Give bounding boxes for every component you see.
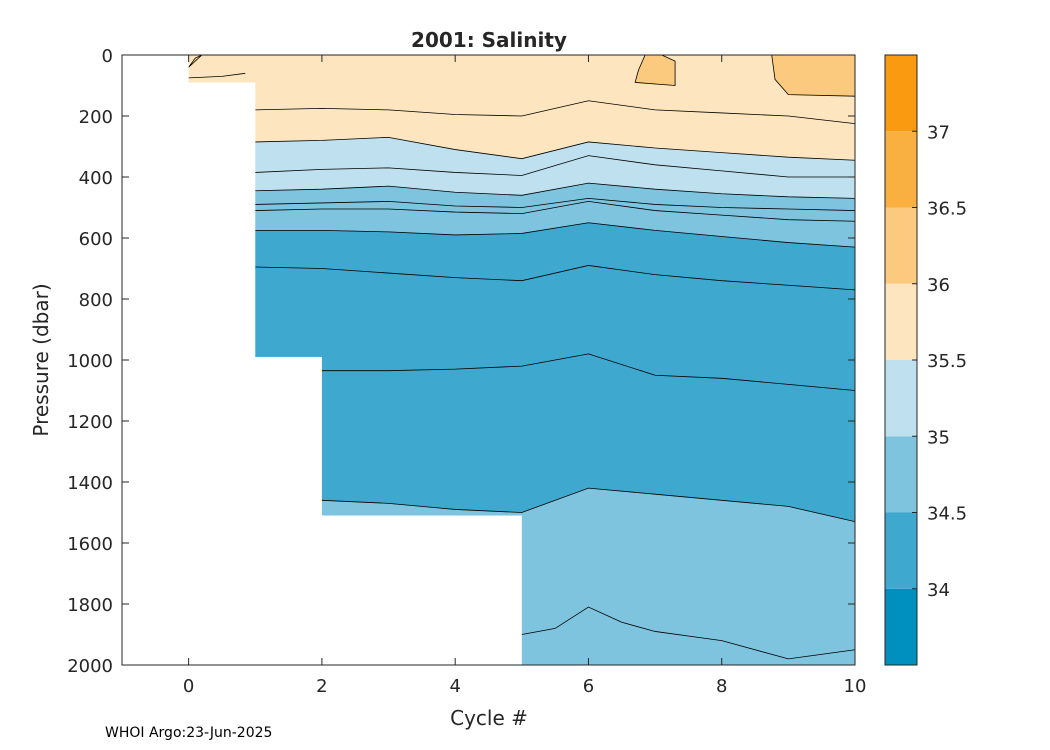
colorbar-segment-7: [885, 55, 917, 132]
missing-region-3: [321, 515, 522, 665]
missing-region-0: [122, 55, 189, 665]
contour-line-7: [255, 265, 856, 291]
colorbar-tick-label-2: 35: [927, 427, 950, 448]
colorbar-segment-0: [885, 588, 917, 665]
colorbar-segment-6: [885, 131, 917, 208]
contour-line-9: [321, 487, 856, 523]
colorbar-segment-5: [885, 207, 917, 284]
contour-line-1: [255, 136, 856, 161]
contour-line-5: [255, 200, 856, 222]
band-shallow-cycle0: [188, 55, 256, 83]
contour-line-2: [255, 155, 855, 178]
y-tick-label-0: 0: [102, 46, 113, 67]
x-tick-label-3: 6: [583, 676, 594, 697]
x-axis-label: Cycle #: [450, 706, 528, 730]
missing-region-1: [188, 82, 256, 665]
band-3: [255, 222, 856, 522]
y-tick-label-5: 1000: [67, 351, 113, 372]
colorbar-tick-label-6: 37: [927, 122, 950, 143]
colorbar-segment-4: [885, 283, 917, 360]
x-tick-label-2: 4: [449, 676, 460, 697]
closed-contour-1: [771, 54, 856, 97]
colorbar-segment-1: [885, 512, 917, 589]
axes: 0 2 4 6 8 10 0 200 400 600 800 1000 1200 1400 1600 1800…: [67, 46, 866, 697]
y-tick-label-3: 600: [79, 229, 113, 250]
contour-line-6: [255, 222, 856, 248]
y-tick-label-9: 1800: [67, 595, 113, 616]
contour-line-0: [255, 100, 856, 125]
chart-title: 2001: Salinity: [411, 28, 567, 52]
y-tick-label-8: 1600: [67, 534, 113, 555]
salinity-bands: [188, 54, 856, 666]
y-tick-label-2: 400: [79, 168, 113, 189]
y-tick-label-7: 1400: [67, 473, 113, 494]
colorbar: 34 34.5 35 35.5 36 36.5 37: [884, 54, 967, 666]
x-tick-label-4: 8: [716, 676, 727, 697]
contour-line-3: [255, 182, 856, 199]
x-tick-label-1: 2: [316, 676, 327, 697]
y-tick-label-1: 200: [79, 107, 113, 128]
contour-lines: [188, 72, 856, 660]
x-tick-label-0: 0: [183, 676, 194, 697]
y-axis-label: Pressure (dbar): [29, 283, 53, 436]
colorbar-tick-label-1: 34.5: [927, 504, 967, 525]
colorbar-tick-label-5: 36.5: [927, 199, 967, 220]
footer-credit: WHOI Argo:23-Jun-2025: [105, 725, 273, 741]
colorbar-tick-label-0: 34: [927, 580, 950, 601]
closed-contours: [188, 54, 856, 97]
contour-line-10: [521, 606, 856, 660]
contour-line-8: [321, 353, 856, 391]
x-tick-label-5: 10: [844, 676, 867, 697]
missing-data-mask: [122, 55, 522, 665]
contour-line-surface: [188, 72, 246, 79]
contour-line-4: [255, 197, 856, 211]
closed-contour-2: [188, 54, 203, 68]
plot-area: [122, 54, 856, 666]
colorbar-tick-label-3: 35.5: [927, 351, 967, 372]
colorbar-segment-2: [885, 436, 917, 513]
y-tick-label-10: 2000: [67, 656, 113, 677]
colorbar-segment-3: [885, 360, 917, 437]
missing-region-2: [255, 356, 322, 665]
colorbar-tick-label-4: 36: [927, 275, 950, 296]
y-tick-label-6: 1200: [67, 412, 113, 433]
y-tick-label-4: 800: [79, 290, 113, 311]
